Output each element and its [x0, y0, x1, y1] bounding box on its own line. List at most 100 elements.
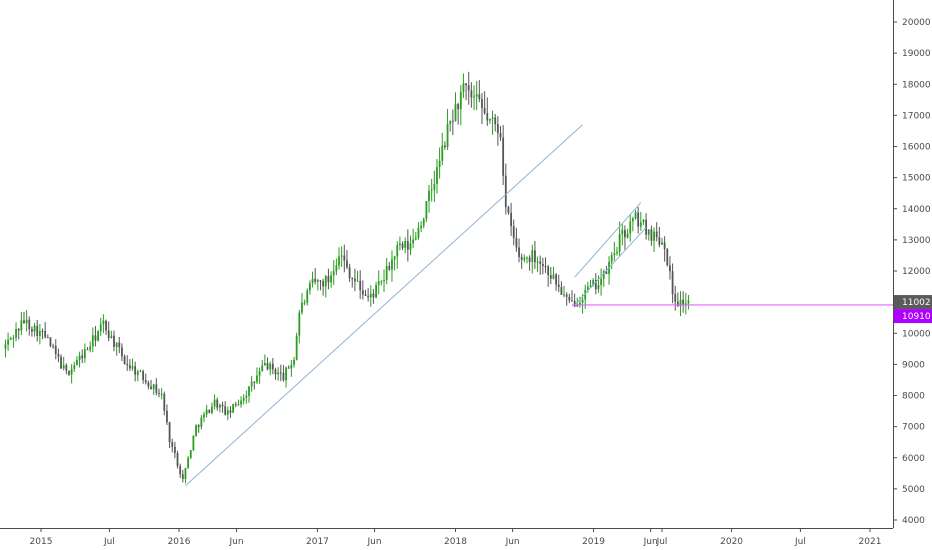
candle: [189, 449, 192, 460]
candle: [618, 221, 621, 257]
candle: [351, 277, 354, 288]
candle: [123, 354, 126, 365]
candle: [436, 159, 438, 194]
candle: [634, 210, 637, 220]
candle: [658, 226, 661, 248]
price-tick-label: 14000: [902, 205, 931, 215]
trendline-long-uptrend[interactable]: [185, 124, 583, 487]
candle: [94, 326, 97, 347]
candle: [491, 110, 494, 135]
candle: [113, 330, 115, 352]
candle: [470, 82, 473, 108]
candle: [205, 404, 208, 418]
candle: [83, 343, 86, 363]
candle: [541, 257, 544, 275]
line-price-label: 10910: [902, 312, 931, 322]
candle: [203, 411, 205, 423]
candle: [271, 357, 274, 375]
candle: [245, 390, 248, 404]
time-tick-label: 2020: [720, 537, 743, 547]
candle: [240, 396, 242, 408]
candle: [70, 364, 73, 384]
candle: [17, 327, 20, 340]
candle: [666, 248, 669, 267]
candle: [406, 229, 409, 262]
candle: [361, 280, 364, 300]
last-price-label: 11002: [902, 298, 931, 308]
candle: [28, 316, 31, 336]
candle: [467, 71, 470, 105]
candle: [391, 250, 393, 282]
candle: [49, 337, 52, 348]
candle: [616, 246, 618, 256]
candle: [528, 255, 531, 271]
price-tick-label: 4000: [902, 516, 925, 526]
candle: [348, 263, 351, 282]
time-tick-label: Jul: [656, 537, 668, 547]
candle: [420, 221, 422, 232]
candle: [671, 263, 674, 304]
candle: [343, 244, 346, 273]
candle: [12, 334, 15, 348]
candle: [295, 332, 298, 361]
candle: [568, 293, 571, 304]
trendline-layer[interactable]: [185, 124, 647, 487]
candle: [637, 206, 640, 234]
candle: [359, 270, 362, 299]
price-tick-label: 13000: [902, 236, 931, 246]
candle: [62, 356, 65, 371]
candle: [285, 366, 287, 388]
candle: [539, 255, 542, 275]
candle: [181, 469, 184, 483]
candle: [173, 441, 176, 459]
candle: [459, 85, 462, 126]
candle: [150, 379, 152, 390]
candle: [560, 281, 563, 296]
candle: [41, 328, 44, 340]
candle: [430, 178, 433, 202]
candle: [446, 109, 449, 150]
candle: [97, 329, 100, 342]
candle: [76, 356, 78, 366]
candle: [192, 435, 195, 452]
candle: [340, 246, 343, 268]
candle: [232, 403, 235, 414]
candle: [216, 397, 219, 411]
trendline-channel-upper[interactable]: [574, 202, 642, 278]
candle: [208, 409, 211, 414]
candle: [650, 225, 653, 246]
candle: [684, 292, 687, 315]
candle: [552, 266, 555, 280]
candle: [504, 163, 507, 215]
price-tick-label: 15000: [902, 174, 931, 184]
candle: [213, 394, 216, 410]
price-badges: 11002 10910: [894, 295, 932, 324]
trendline-channel-lower[interactable]: [574, 227, 647, 306]
candle: [54, 339, 57, 360]
candle: [266, 357, 269, 371]
candle: [261, 360, 264, 372]
candle: [451, 109, 454, 136]
candle: [354, 268, 356, 292]
candle: [383, 269, 385, 292]
candle: [621, 223, 624, 246]
candle: [589, 279, 592, 289]
candle: [512, 219, 515, 246]
candle: [483, 91, 486, 115]
time-tick-label: Jun: [643, 537, 658, 547]
candle: [187, 456, 190, 469]
candle: [4, 339, 7, 358]
candle: [147, 380, 150, 390]
candle: [200, 415, 203, 430]
candle: [158, 388, 160, 398]
price-tick-label: 7000: [902, 423, 925, 433]
candle: [639, 212, 642, 231]
candle: [642, 219, 645, 226]
candle: [454, 92, 457, 122]
candle: [250, 375, 253, 392]
candle: [248, 385, 250, 403]
candle: [274, 367, 277, 380]
price-tick-label: 17000: [902, 111, 931, 121]
